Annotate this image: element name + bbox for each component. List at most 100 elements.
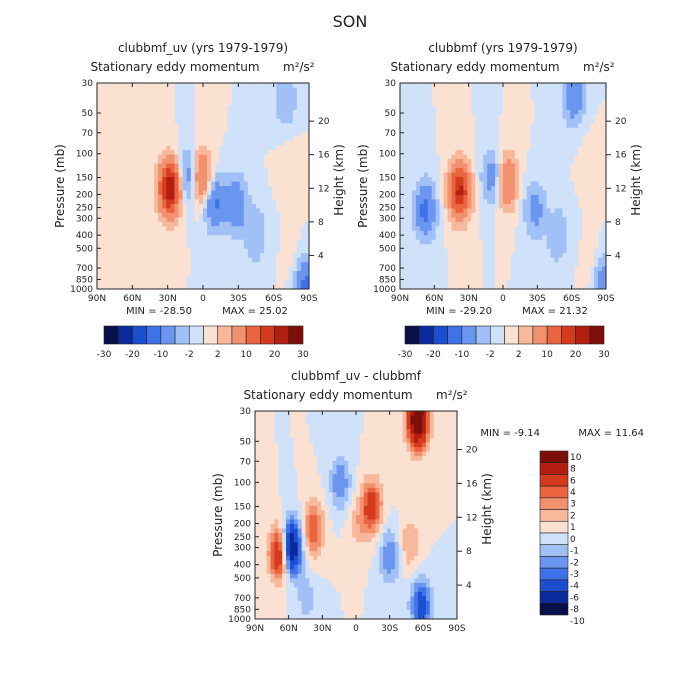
colorbar-swatch	[245, 325, 261, 345]
heatmap-cell	[223, 239, 228, 245]
heatmap-cell	[562, 145, 567, 151]
heatmap-cell	[198, 266, 204, 272]
heatmap-cell	[97, 145, 102, 151]
heatmap-cell	[109, 163, 114, 169]
heatmap-cell	[113, 217, 118, 223]
heatmap-cell	[479, 208, 484, 214]
heatmap-cell	[518, 266, 524, 272]
heatmap-cell	[518, 271, 524, 276]
heatmap-cell	[534, 163, 540, 169]
heatmap-cell	[499, 96, 504, 102]
heatmap-cell	[105, 181, 110, 187]
heatmap-cell	[194, 262, 200, 268]
heatmap-cell	[495, 199, 500, 205]
heatmap-cell	[495, 150, 500, 156]
y-tick-label: 100	[76, 150, 93, 160]
y-tick-label: 400	[76, 231, 93, 241]
heatmap-cell	[467, 186, 472, 191]
heatmap-cell	[276, 230, 281, 236]
heatmap-cell	[304, 221, 310, 227]
heatmap-cell	[415, 253, 421, 259]
heatmap-cell	[304, 163, 310, 169]
heatmap-cell	[292, 87, 298, 93]
min-label: MIN = -28.50	[126, 306, 192, 317]
heatmap-cell	[154, 262, 159, 268]
heatmap-cell	[514, 239, 520, 245]
heatmap-cell	[145, 186, 151, 191]
heatmap-cell	[190, 239, 196, 245]
heatmap-cell	[194, 105, 200, 111]
heatmap-cell	[495, 109, 500, 115]
heatmap-cell	[207, 109, 212, 115]
heatmap-cell	[194, 150, 200, 156]
heatmap-cell	[280, 203, 285, 209]
heatmap-cell	[247, 217, 253, 223]
heatmap-cell	[141, 280, 147, 285]
heatmap-cell	[570, 271, 575, 276]
heatmap-cell	[590, 136, 595, 142]
heatmap-cell	[435, 212, 441, 218]
heatmap-cell	[594, 230, 599, 236]
heatmap-cell	[190, 194, 196, 200]
heatmap-cell	[105, 109, 110, 115]
heatmap-cell	[491, 248, 496, 254]
heatmap-cell	[467, 199, 472, 205]
heatmap-cell	[451, 154, 456, 160]
heatmap-cell	[174, 114, 179, 120]
heatmap-cell	[203, 150, 208, 156]
heatmap-cell	[284, 181, 290, 187]
heatmap-cell	[231, 118, 237, 124]
heatmap-cell	[499, 226, 504, 232]
heatmap-cell	[219, 271, 224, 276]
heatmap-cell	[272, 186, 277, 191]
heatmap-cell	[586, 172, 591, 178]
heatmap-cell	[251, 212, 257, 218]
heatmap-cell	[506, 150, 512, 156]
heatmap-cell	[215, 253, 220, 259]
heatmap-cell	[300, 284, 306, 290]
heatmap-cell	[439, 244, 444, 250]
heatmap-cell	[455, 203, 460, 209]
heatmap-cell	[194, 284, 200, 290]
heatmap-cell	[598, 109, 603, 115]
heatmap-cell	[562, 230, 567, 236]
heatmap-cell	[602, 105, 607, 111]
heatmap-cell	[471, 212, 476, 218]
heatmap-cell	[467, 145, 472, 151]
heatmap-cell	[467, 266, 472, 272]
heatmap-cell	[272, 217, 277, 223]
heatmap-cell	[594, 132, 599, 138]
heatmap-cell	[186, 221, 192, 227]
heatmap-cell	[447, 91, 452, 97]
heatmap-cell	[121, 127, 126, 133]
colorbar-label: -2	[185, 350, 194, 360]
heatmap-cell	[522, 136, 528, 142]
heatmap-cell	[491, 262, 496, 268]
heatmap-cell	[276, 257, 281, 263]
heatmap-cell	[117, 217, 122, 223]
heatmap-cell	[247, 280, 253, 285]
heatmap-cell	[483, 87, 488, 93]
heatmap-cell	[411, 100, 417, 106]
panel-title: clubbmf_uv (yrs 1979-1979)	[118, 41, 288, 55]
heatmap-cell	[419, 168, 425, 173]
heatmap-cell	[483, 248, 488, 254]
heatmap-cell	[154, 132, 159, 138]
heatmap-cell	[174, 199, 179, 205]
heatmap-cell	[203, 257, 208, 263]
heatmap-cell	[598, 190, 603, 196]
heatmap-cell	[407, 194, 413, 200]
heatmap-cell	[590, 87, 595, 93]
heatmap-cell	[288, 248, 294, 254]
heatmap-cell	[400, 244, 405, 250]
heatmap-cell	[471, 262, 476, 268]
heatmap-cell	[141, 127, 147, 133]
heatmap-cell	[495, 154, 500, 160]
heatmap-cell	[154, 194, 159, 200]
heatmap-cell	[231, 244, 237, 250]
heatmap-cell	[272, 244, 277, 250]
heatmap-cell	[268, 136, 273, 142]
heatmap-cell	[534, 257, 540, 263]
heatmap-cell	[566, 87, 571, 93]
